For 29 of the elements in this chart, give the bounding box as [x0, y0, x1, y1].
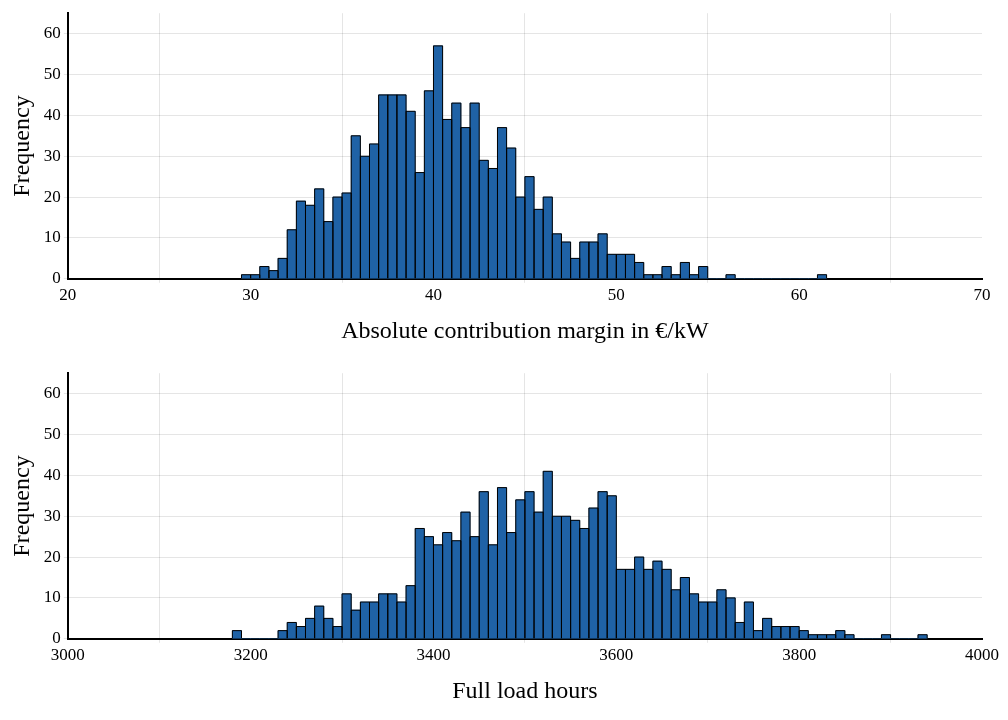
y-tick-label: 40 — [43, 104, 61, 124]
y-tick-label: 60 — [43, 23, 61, 43]
y-tick-label: 0 — [52, 628, 61, 648]
x-tick-label: 3200 — [233, 645, 268, 665]
y-tick-label: 10 — [43, 587, 61, 607]
y-tick-label: 40 — [43, 464, 61, 484]
x-tick-label: 4000 — [965, 645, 999, 665]
x-tick-label: 3400 — [416, 645, 451, 665]
x-tick-label: 30 — [242, 285, 260, 305]
y-tick-label: 50 — [43, 423, 61, 443]
y-tick-label: 50 — [43, 63, 61, 83]
y-tick-label: 20 — [43, 546, 61, 566]
x-tick-label: 3800 — [782, 645, 817, 665]
y-axis-title: Frequency — [7, 455, 34, 557]
y-tick-label: 30 — [43, 505, 61, 525]
x-tick-label: 60 — [790, 285, 808, 305]
x-tick-label: 40 — [424, 285, 442, 305]
x-tick-label: 50 — [607, 285, 625, 305]
x-tick-label: 3600 — [599, 645, 634, 665]
y-tick-label: 20 — [43, 186, 61, 206]
y-tick-label: 60 — [43, 383, 61, 403]
y-tick-label: 30 — [43, 145, 61, 165]
x-tick-label: 3000 — [50, 645, 85, 665]
y-tick-label: 0 — [52, 268, 61, 288]
x-tick-label: 70 — [973, 285, 991, 305]
y-tick-label: 10 — [43, 227, 61, 247]
y-axis-title: Frequency — [7, 95, 34, 197]
x-axis-title: Full load hours — [452, 676, 598, 703]
x-axis-title: Absolute contribution margin in €/kW — [341, 316, 709, 343]
